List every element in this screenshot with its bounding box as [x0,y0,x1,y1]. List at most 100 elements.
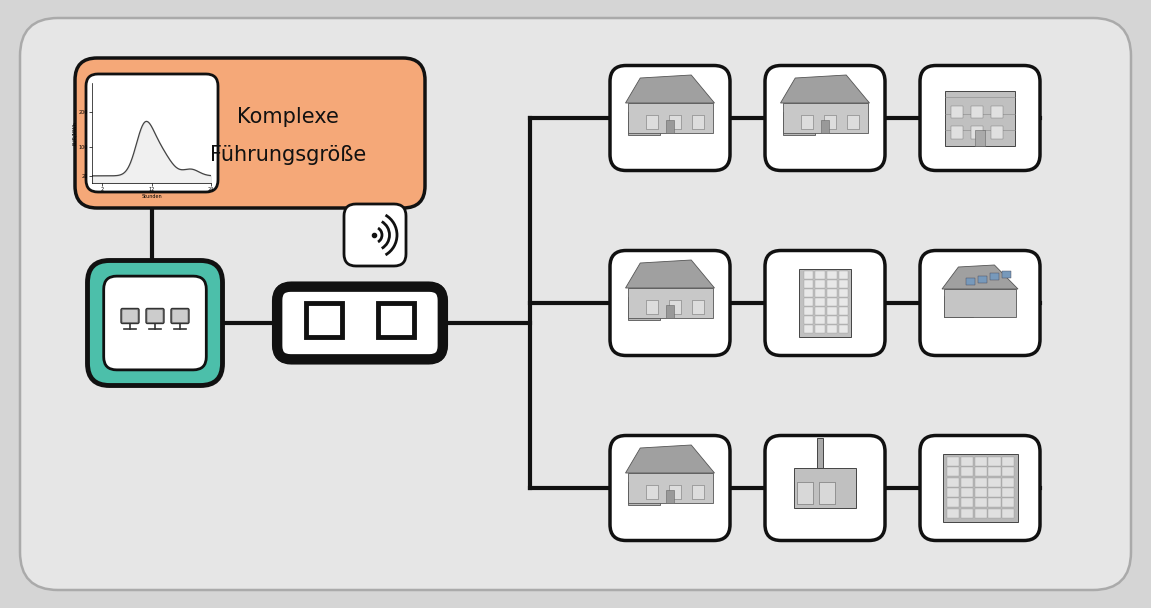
FancyBboxPatch shape [828,280,837,288]
FancyBboxPatch shape [989,468,1000,476]
FancyBboxPatch shape [627,473,712,503]
FancyBboxPatch shape [971,106,983,119]
FancyBboxPatch shape [1003,457,1014,466]
FancyBboxPatch shape [815,299,825,305]
FancyBboxPatch shape [947,478,959,486]
FancyBboxPatch shape [765,250,885,356]
FancyBboxPatch shape [947,509,959,517]
FancyBboxPatch shape [839,299,848,305]
FancyBboxPatch shape [961,468,973,476]
FancyBboxPatch shape [803,308,813,314]
FancyBboxPatch shape [820,482,834,504]
FancyBboxPatch shape [961,488,973,497]
FancyBboxPatch shape [971,126,983,139]
FancyBboxPatch shape [1001,271,1011,277]
FancyBboxPatch shape [961,509,973,517]
FancyBboxPatch shape [692,485,704,499]
FancyBboxPatch shape [669,485,681,499]
FancyBboxPatch shape [344,204,406,266]
FancyBboxPatch shape [1003,488,1014,497]
FancyBboxPatch shape [803,280,813,288]
FancyBboxPatch shape [666,490,674,503]
FancyBboxPatch shape [171,308,189,323]
FancyBboxPatch shape [627,482,660,505]
FancyBboxPatch shape [815,308,825,314]
FancyBboxPatch shape [989,499,1000,507]
FancyBboxPatch shape [975,478,986,486]
FancyBboxPatch shape [803,325,813,333]
FancyBboxPatch shape [975,130,985,145]
FancyBboxPatch shape [803,316,813,323]
FancyBboxPatch shape [977,275,986,283]
Polygon shape [780,75,869,103]
FancyBboxPatch shape [803,299,813,305]
FancyBboxPatch shape [646,300,658,314]
FancyBboxPatch shape [920,435,1041,541]
FancyBboxPatch shape [975,499,986,507]
FancyBboxPatch shape [975,509,986,517]
FancyBboxPatch shape [839,316,848,323]
FancyBboxPatch shape [920,250,1041,356]
FancyBboxPatch shape [1003,509,1014,517]
FancyBboxPatch shape [961,499,973,507]
FancyBboxPatch shape [666,305,674,318]
FancyBboxPatch shape [627,112,660,135]
FancyBboxPatch shape [951,106,963,119]
FancyBboxPatch shape [990,273,999,280]
FancyBboxPatch shape [799,269,851,337]
FancyBboxPatch shape [796,482,813,504]
FancyBboxPatch shape [783,103,868,133]
Text: Komplexe: Komplexe [237,107,338,127]
FancyBboxPatch shape [666,120,674,133]
FancyBboxPatch shape [828,289,837,297]
FancyBboxPatch shape [839,280,848,288]
FancyBboxPatch shape [692,115,704,129]
FancyBboxPatch shape [277,287,442,359]
FancyBboxPatch shape [944,296,973,317]
FancyBboxPatch shape [951,126,963,139]
FancyBboxPatch shape [991,106,1003,119]
FancyBboxPatch shape [839,308,848,314]
FancyBboxPatch shape [815,271,825,278]
FancyBboxPatch shape [379,303,414,337]
FancyBboxPatch shape [947,499,959,507]
FancyBboxPatch shape [815,280,825,288]
FancyBboxPatch shape [646,115,658,129]
FancyBboxPatch shape [692,300,704,314]
FancyBboxPatch shape [989,509,1000,517]
FancyBboxPatch shape [815,325,825,333]
Polygon shape [625,445,715,473]
FancyBboxPatch shape [815,289,825,297]
FancyBboxPatch shape [87,260,222,385]
FancyBboxPatch shape [975,468,986,476]
FancyBboxPatch shape [1003,468,1014,476]
FancyBboxPatch shape [828,308,837,314]
FancyBboxPatch shape [627,103,712,133]
FancyBboxPatch shape [989,457,1000,466]
FancyBboxPatch shape [147,310,162,322]
FancyBboxPatch shape [610,250,730,356]
FancyBboxPatch shape [173,310,188,322]
FancyBboxPatch shape [75,58,425,208]
FancyBboxPatch shape [765,435,885,541]
Polygon shape [942,265,1017,289]
FancyBboxPatch shape [961,478,973,486]
Polygon shape [625,75,715,103]
FancyBboxPatch shape [121,308,139,323]
FancyBboxPatch shape [646,485,658,499]
FancyBboxPatch shape [975,488,986,497]
FancyBboxPatch shape [943,454,1017,522]
FancyBboxPatch shape [989,488,1000,497]
FancyBboxPatch shape [1003,499,1014,507]
FancyBboxPatch shape [610,66,730,170]
FancyBboxPatch shape [815,316,825,323]
FancyBboxPatch shape [86,74,218,192]
FancyBboxPatch shape [945,91,1015,145]
FancyBboxPatch shape [669,300,681,314]
FancyBboxPatch shape [839,325,848,333]
FancyBboxPatch shape [794,468,856,508]
FancyBboxPatch shape [801,115,813,129]
FancyBboxPatch shape [146,308,163,323]
FancyBboxPatch shape [947,457,959,466]
FancyBboxPatch shape [839,289,848,297]
